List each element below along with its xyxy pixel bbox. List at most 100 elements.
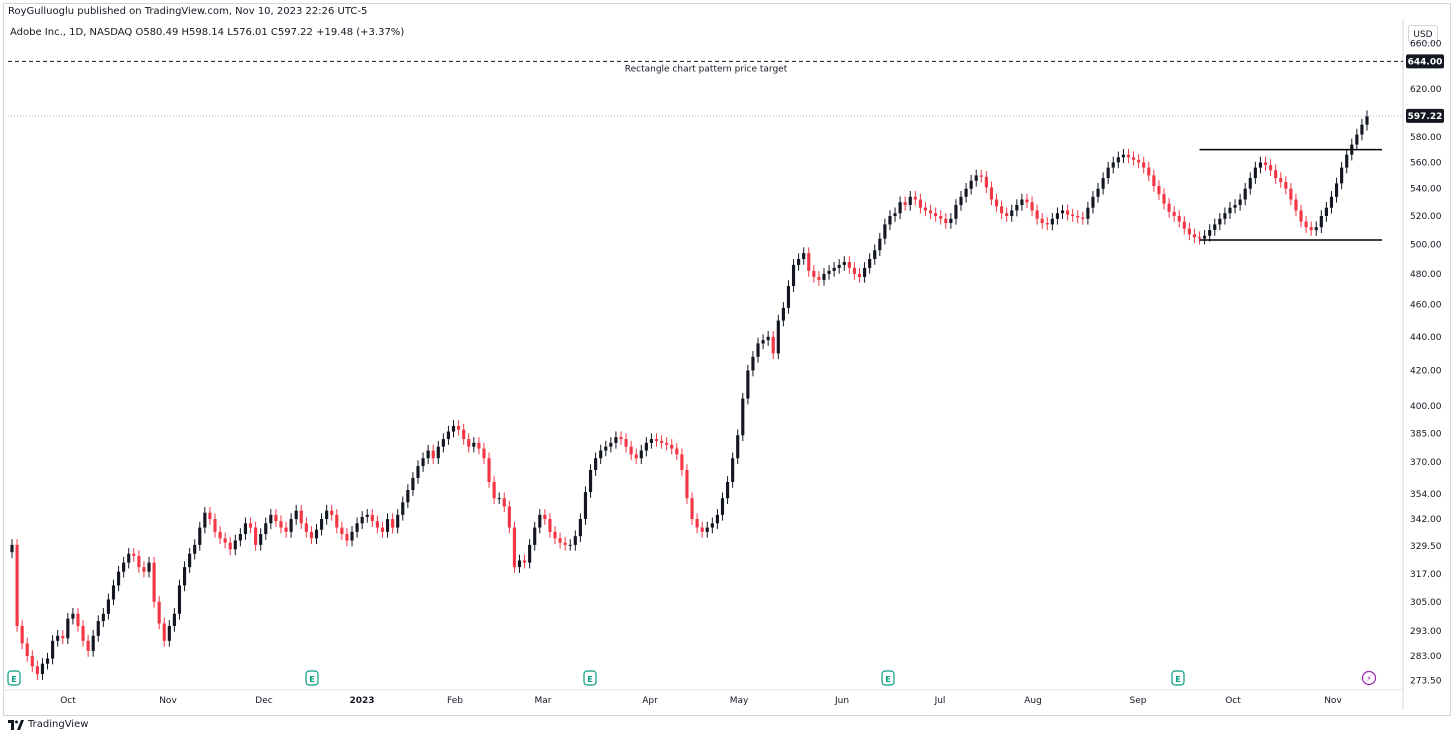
candle-body	[1167, 203, 1171, 212]
candle-body	[903, 202, 907, 205]
candle-body	[1218, 218, 1222, 225]
candle-body	[304, 523, 308, 532]
candle-body	[1182, 221, 1186, 229]
candle-body	[284, 527, 288, 532]
candle-body	[122, 562, 126, 572]
candle-body	[1045, 222, 1049, 225]
candle-body	[147, 562, 151, 572]
candle-body	[994, 199, 999, 207]
candle-body	[56, 635, 60, 641]
candle-body	[761, 340, 765, 344]
earnings-marker	[583, 670, 597, 686]
candle-body	[1020, 199, 1024, 205]
candle-body	[451, 425, 456, 432]
candle-body	[1208, 230, 1212, 236]
candle-body	[66, 618, 70, 639]
candle-body	[959, 196, 963, 205]
x-tick-label: 2023	[349, 696, 374, 706]
candle-body	[492, 481, 496, 499]
x-tick-label: Oct	[1225, 696, 1241, 706]
candle-body	[472, 442, 476, 447]
candle-body	[1147, 167, 1151, 176]
candle-body	[406, 490, 410, 503]
tradingview-logo[interactable]: TradingView	[8, 719, 88, 730]
currency-button[interactable]: USD	[1408, 25, 1438, 43]
candle-body	[588, 469, 593, 493]
candle-body	[680, 454, 684, 470]
candle-body	[731, 458, 735, 482]
candle-body	[989, 187, 994, 200]
candle-body	[1319, 216, 1323, 228]
candle-body	[106, 599, 110, 614]
candle-body	[127, 553, 131, 563]
candle-body	[248, 523, 253, 528]
candle-body	[746, 370, 750, 399]
candle-body	[639, 450, 643, 459]
candle-body	[152, 562, 156, 602]
candle-body	[832, 267, 836, 271]
candle-body	[609, 442, 613, 447]
candle-body	[624, 439, 628, 447]
symbol-legend: Adobe Inc., 1D, NASDAQ O580.49 H598.14 L…	[10, 27, 405, 38]
candle-body	[1253, 167, 1257, 179]
candle-body	[487, 458, 491, 482]
candle-body	[695, 519, 699, 528]
candle-body	[517, 560, 522, 568]
candle-body	[847, 261, 851, 268]
candle-body	[614, 437, 618, 443]
candle-body	[563, 542, 567, 545]
candle-body	[1192, 234, 1197, 238]
candle-body	[685, 469, 689, 499]
candle-body	[720, 498, 725, 515]
candle-body	[883, 224, 887, 239]
candle-body	[309, 531, 313, 539]
y-tick-label: 400.00	[1410, 402, 1442, 412]
candle-body	[30, 655, 34, 667]
candle-body	[1289, 188, 1293, 200]
candle-body	[802, 253, 806, 259]
candle-body	[660, 440, 664, 443]
candle-body	[675, 448, 679, 455]
candle-body	[1258, 162, 1263, 168]
candle-body	[822, 273, 826, 280]
candle-body	[1010, 210, 1014, 217]
y-tick-label: 500.00	[1410, 240, 1442, 250]
dividend-marker	[1361, 670, 1377, 686]
candle-body	[25, 643, 29, 656]
candle-body	[1091, 196, 1095, 208]
candle-body	[1025, 199, 1029, 203]
y-tick-label: 385.00	[1410, 429, 1442, 439]
candle-body	[132, 553, 136, 556]
candle-body	[1101, 178, 1105, 189]
candle-body	[1299, 210, 1303, 222]
y-tick-label: 273.50	[1410, 677, 1442, 687]
candle-body	[380, 527, 385, 532]
candle-body	[325, 510, 329, 520]
candle-body	[1284, 182, 1288, 189]
tradingview-logo-icon	[8, 719, 24, 730]
candle-body	[116, 571, 121, 586]
candle-body	[1086, 207, 1090, 219]
candle-body	[776, 320, 780, 354]
candle-body	[396, 514, 400, 528]
y-tick-label: 370.00	[1410, 458, 1442, 468]
candle-body	[857, 273, 862, 277]
earnings-marker-label: E	[309, 675, 314, 684]
x-tick-label: Oct	[60, 696, 76, 706]
candle-body	[781, 307, 785, 321]
candle-body	[208, 512, 212, 520]
candle-body	[188, 553, 192, 568]
candle-body	[1116, 157, 1120, 163]
candle-body	[1060, 210, 1065, 214]
candle-body	[355, 523, 359, 532]
candle-body	[715, 514, 719, 524]
y-tick-label: 460.00	[1410, 301, 1442, 311]
y-tick-label: 580.00	[1410, 133, 1442, 143]
candle-body	[548, 519, 552, 532]
candle-body	[264, 523, 268, 534]
candle-body	[335, 514, 339, 528]
candle-body	[619, 437, 623, 440]
price-chart[interactable]: 273.50 283.00 293.00 305.00 317.00 329.50 342.…	[0, 0, 1456, 716]
candle-body	[1314, 227, 1318, 231]
candle-body	[1233, 204, 1237, 208]
